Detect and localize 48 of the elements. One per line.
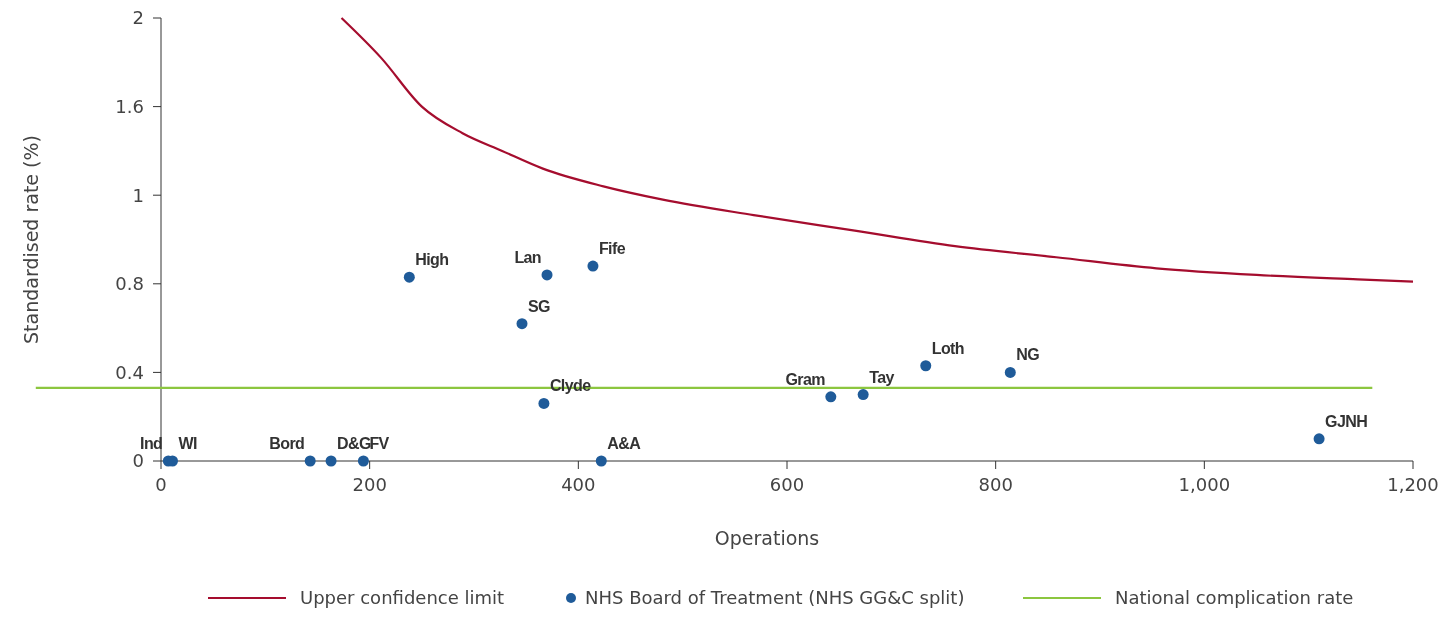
point: [920, 360, 932, 372]
y-tick-label: 0.8: [115, 273, 144, 295]
point: [587, 260, 599, 272]
x-tick-label: 200: [352, 474, 387, 495]
point: [403, 271, 415, 283]
y-axis-title: Standardised rate (%): [20, 135, 42, 344]
x-tick-label: 800: [978, 474, 1013, 495]
annotation: Ind: [140, 435, 163, 452]
annotation: SG: [527, 297, 551, 315]
annotation: Loth: [931, 339, 965, 357]
point: [304, 455, 316, 467]
point: [538, 397, 550, 409]
annotation: High: [415, 251, 449, 269]
legend-label: NHS Board of Treatment (NHS GG&C split): [585, 587, 965, 609]
point: [857, 389, 869, 401]
point: [357, 455, 369, 467]
annotation: D&G: [337, 435, 371, 452]
y-tick-label: 0.4: [115, 361, 144, 383]
annotation: FV: [369, 435, 390, 452]
point: [1313, 433, 1325, 445]
annotation: NG: [1016, 346, 1040, 364]
point: [1004, 366, 1016, 378]
annotation: Fife: [598, 240, 626, 258]
x-tick-label: 400: [561, 474, 596, 495]
annotation: WI: [178, 435, 197, 452]
point: [595, 455, 607, 467]
annotation: Lan: [514, 248, 542, 266]
annotation: GJNH: [1325, 412, 1368, 430]
x-axis-title: Operations: [714, 527, 820, 549]
annotation: Gram: [785, 370, 826, 388]
x-tick-label: 600: [769, 474, 805, 495]
y-tick-label: 2: [132, 7, 144, 29]
x-tick-label: 1,000: [1178, 474, 1231, 495]
point: [516, 318, 528, 330]
point: [825, 391, 837, 403]
legend-label: National complication rate: [1115, 587, 1354, 609]
x-tick-label: 0: [155, 474, 167, 495]
y-tick-label: 1: [132, 184, 144, 206]
y-tick-label: 0: [132, 450, 144, 472]
point: [541, 269, 553, 281]
x-tick-label: 1,200: [1387, 474, 1439, 495]
annotation: Bord: [269, 435, 305, 452]
point: [325, 455, 337, 467]
legend-label: Upper confidence limit: [300, 587, 505, 609]
line-series: [340, 16, 1415, 283]
y-tick-label: 1.6: [115, 95, 144, 117]
annotation: A&A: [607, 435, 642, 452]
annotation: Tay: [869, 368, 895, 386]
